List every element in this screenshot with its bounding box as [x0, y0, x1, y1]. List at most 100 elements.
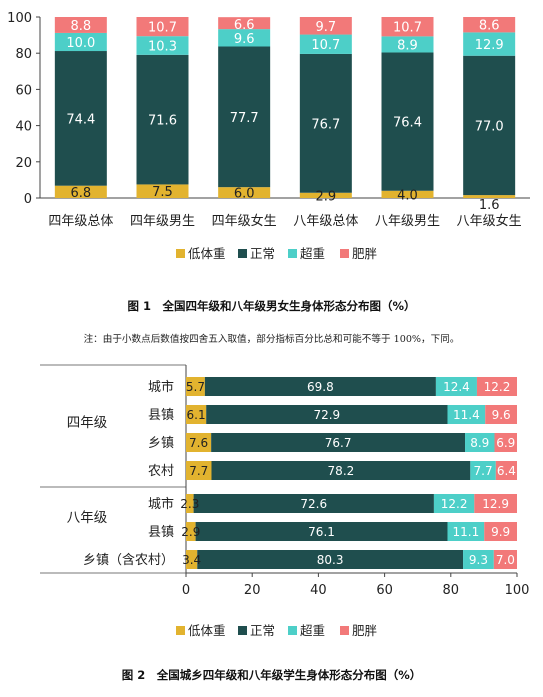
bar-segment: [186, 494, 194, 513]
legend-swatch: [238, 626, 247, 635]
legend-label: 超重: [300, 623, 325, 638]
x-tick-label: 80: [443, 583, 460, 598]
data-label: 6.1: [187, 408, 206, 422]
bar-segment: [476, 377, 517, 396]
bar-segment: [435, 377, 477, 396]
bar-segment: [463, 55, 516, 196]
bar-segment: [299, 17, 352, 35]
bar-segment: [186, 377, 205, 396]
bar-segment: [463, 550, 494, 569]
bar-segment: [193, 494, 434, 513]
y-tick-label: 县镇: [148, 525, 174, 540]
data-label: 74.4: [66, 112, 95, 127]
y-tick-label: 0: [24, 192, 32, 207]
bar-segment: [218, 17, 271, 30]
data-label: 12.2: [484, 380, 511, 394]
y-tick-label: 20: [15, 156, 32, 171]
y-tick-label: 40: [15, 120, 32, 135]
x-tick-label: 60: [376, 583, 393, 598]
data-label: 6.0: [234, 187, 255, 202]
bar-segment: [218, 29, 271, 47]
bar-segment: [474, 494, 517, 513]
bar-segment: [463, 32, 516, 56]
bar-segment: [195, 522, 448, 541]
bar-segment: [186, 550, 198, 569]
x-tick-label: 0: [182, 583, 190, 598]
data-label: 7.7: [474, 464, 493, 478]
x-tick-label: 四年级女生: [212, 213, 277, 229]
bar-segment: [465, 433, 495, 452]
data-label: 76.1: [308, 525, 335, 539]
data-label: 71.6: [148, 114, 177, 129]
x-tick-label: 40: [310, 583, 327, 598]
data-label: 10.7: [311, 38, 340, 53]
figure-note: 注：由于小数点后数值按四舍五入取值，部分指标百分比总和可能不等于 100%，下同…: [83, 334, 460, 345]
data-label: 12.9: [475, 38, 504, 53]
y-tick-label: 城市: [148, 496, 174, 512]
data-label: 11.4: [453, 408, 480, 422]
y-tick-label: 农村: [148, 464, 174, 479]
data-label: 7.6: [189, 436, 208, 450]
data-label: 2.9: [315, 189, 336, 204]
bar-segment: [197, 550, 464, 569]
bar-segment: [495, 461, 517, 480]
bar-segment: [54, 51, 107, 186]
data-label: 8.8: [70, 19, 91, 34]
bar-segment: [186, 461, 212, 480]
data-label: 12.9: [482, 497, 509, 511]
data-label: 8.9: [397, 38, 418, 53]
data-label: 9.6: [492, 408, 511, 422]
bar-segment: [447, 405, 486, 424]
bar-segment: [206, 405, 448, 424]
data-label: 76.7: [311, 117, 340, 132]
legend-label: 肥胖: [352, 623, 377, 638]
data-label: 80.3: [317, 553, 344, 567]
bar-segment: [204, 377, 436, 396]
data-label: 6.8: [70, 186, 91, 201]
bar-segment: [218, 187, 271, 198]
bar-segment: [381, 190, 434, 198]
chart-1: 0 20 40 60 80 100 6.8 74.4 10.0 8.8 四年级总体 7.5 71.6 10…: [7, 11, 530, 261]
bar-segment: [54, 17, 107, 33]
data-label: 78.2: [328, 464, 355, 478]
data-label: 77.7: [230, 111, 259, 126]
y-tick-label: 县镇: [148, 408, 174, 423]
legend-label: 低体重: [188, 623, 226, 638]
data-label: 8.9: [470, 436, 489, 450]
bar-segment: [299, 34, 352, 54]
legend-swatch: [288, 626, 297, 635]
x-tick-label: 八年级男生: [375, 214, 440, 229]
y-tick-label: 城市: [148, 379, 174, 395]
x-tick-label: 20: [244, 583, 261, 598]
data-label: 72.9: [313, 408, 340, 422]
y-tick-label: 100: [7, 11, 32, 26]
data-label: 10.3: [148, 40, 177, 55]
bar-segment: [54, 185, 107, 198]
bar-segment: [136, 54, 189, 185]
data-label: 9.3: [469, 553, 488, 567]
bar-segment: [463, 17, 516, 33]
data-label: 1.6: [479, 198, 500, 213]
bar-segment: [381, 52, 434, 191]
bar-segment: [136, 36, 189, 55]
y-tick-label: 乡镇（含农村）: [83, 552, 174, 568]
bar-segment: [54, 32, 107, 52]
data-label: 7.0: [496, 553, 515, 567]
y-tick-label: 80: [15, 47, 32, 62]
x-tick-label: 八年级总体: [293, 214, 358, 229]
data-label: 11.1: [453, 525, 480, 539]
legend-label: 正常: [250, 246, 275, 261]
bar-segment: [136, 184, 189, 198]
legend-swatch: [340, 626, 349, 635]
data-label: 72.6: [300, 497, 327, 511]
bar-segment: [470, 461, 496, 480]
legend-swatch: [288, 249, 297, 258]
data-label: 12.4: [443, 380, 470, 394]
data-label: 76.7: [325, 436, 352, 450]
x-tick-label: 四年级男生: [130, 214, 195, 229]
bar-segment: [186, 433, 212, 452]
data-label: 3.4: [182, 553, 201, 567]
data-label: 76.4: [393, 116, 422, 131]
bar-segment: [493, 550, 517, 569]
